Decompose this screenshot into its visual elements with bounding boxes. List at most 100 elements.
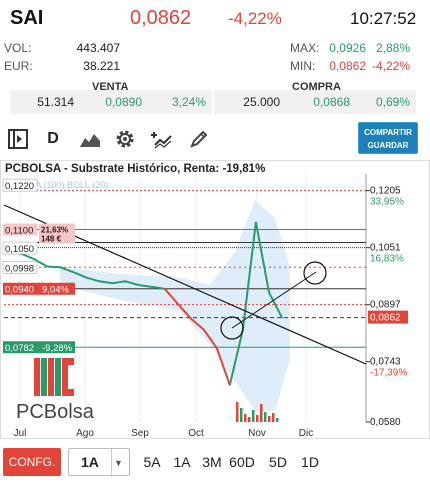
x-tick-label: Oct	[188, 428, 204, 439]
ticker-symbol: SAI	[10, 7, 44, 29]
left-price-label: 0,0782	[5, 343, 34, 354]
volume-bar	[236, 402, 239, 422]
range-button-60d[interactable]: 60D	[228, 448, 256, 476]
series-point	[98, 280, 101, 283]
pcbolsa-logo	[34, 358, 74, 396]
chart-title: PCBOLSA - Substrate Histórico, Renta: -1…	[5, 163, 265, 175]
volume-bar	[252, 410, 255, 422]
range-button-5d[interactable]: 5D	[264, 448, 292, 476]
compra-pct: 0,69%	[375, 95, 410, 109]
series-point	[150, 286, 153, 288]
right-axis-labels: 0,120533,95%0,105116,83%0,0897-0,28%0,08…	[366, 186, 408, 428]
min-value: 0,0862	[329, 59, 366, 73]
svg-text:PCBOLSA - Substrate Histórico,: PCBOLSA - Substrate Histórico, Renta: -1…	[5, 163, 265, 175]
venta-qty: 51.314	[37, 95, 74, 109]
min-pct: -4,22%	[371, 59, 410, 73]
annotation-eur: 148 €	[41, 235, 62, 244]
vol-value: 443.407	[76, 41, 120, 55]
annotation-box	[39, 223, 75, 244]
marker-circle	[303, 261, 327, 285]
gear-icon[interactable]	[112, 128, 138, 150]
series-point	[281, 316, 283, 319]
bottom-bar: CONFG. 1A ▼ 5A 1A 3M 60D 5D 1D	[0, 444, 430, 480]
left-label-box	[2, 261, 38, 274]
volume-bar	[256, 415, 259, 422]
right-price-label: 0,0743	[370, 357, 401, 368]
range-button-3m[interactable]: 3M	[198, 448, 226, 476]
left-price-labels: 0,1220 0,1100 0,1050 0,0998 0,0940 9,04% 0,078…	[2, 178, 75, 354]
right-price-label: 0,0897	[370, 300, 401, 311]
right-price-label: 0,0862	[370, 313, 401, 324]
right-price-label: 0,1051	[370, 243, 401, 254]
indicators-icon[interactable]	[150, 128, 174, 150]
left-price-label: 0,1220	[5, 181, 34, 192]
left-pct-label: -9,28%	[42, 343, 73, 354]
volume-bar	[268, 416, 271, 422]
x-tick-label: Dic	[299, 428, 313, 439]
volume-bar	[276, 418, 279, 422]
marker-circle	[220, 316, 244, 340]
mountain-chart-icon[interactable]	[78, 128, 102, 150]
vol-label: VOL:	[4, 41, 32, 55]
range-dropdown[interactable]: 1A ▼	[68, 448, 130, 477]
compra-box	[214, 90, 416, 114]
right-pct-label: 33,95%	[370, 197, 404, 208]
range-button-1a[interactable]: 1A	[168, 448, 196, 476]
series-point	[176, 302, 179, 305]
venta-box	[10, 90, 212, 114]
chart-legend: SMA (100) BOLL (20)	[22, 180, 108, 190]
x-tick-label: Jul	[14, 428, 27, 439]
volume-bar	[272, 413, 275, 422]
quote-header: SAI 0,0862 -4,22% 10:27:52	[0, 0, 430, 38]
bollinger-area	[60, 199, 290, 411]
series-point	[124, 280, 127, 283]
right-price-label: 0,0580	[370, 417, 401, 428]
left-pct-label: 9,04%	[42, 285, 69, 296]
left-label-box	[3, 223, 37, 236]
series-point	[111, 282, 114, 284]
right-price-label: 0,1205	[370, 186, 401, 197]
x-tick-label: Ago	[76, 428, 94, 439]
panel-toggle-icon[interactable]	[6, 128, 30, 150]
left-price-label: 0,0940	[5, 285, 34, 296]
price-chart[interactable]: PCBolsa PCBOLSA - Substrate Histórico, R…	[0, 160, 430, 440]
series-point	[189, 317, 192, 320]
pencil-icon[interactable]	[188, 128, 210, 150]
range-selected: 1A	[81, 454, 99, 470]
min-label: MIN:	[290, 59, 316, 73]
left-label-box	[3, 341, 75, 354]
watermark: PCBolsa	[16, 401, 95, 423]
interval-selector[interactable]: D	[47, 130, 59, 147]
series-point	[163, 287, 166, 290]
series-point	[59, 266, 61, 269]
volume-bar	[260, 404, 263, 422]
series-point	[229, 384, 231, 386]
compra-qty: 25.000	[243, 95, 280, 109]
series-point	[268, 291, 270, 294]
series-point	[85, 276, 88, 279]
range-button-5a[interactable]: 5A	[138, 448, 166, 476]
quote-time: 10:27:52	[350, 9, 417, 28]
max-value: 0,0926	[329, 41, 366, 55]
left-label-box	[3, 282, 75, 295]
chart-canvas[interactable]: PCBolsa PCBOLSA - Substrate Histórico, R…	[0, 160, 430, 440]
bollinger-band	[60, 199, 290, 411]
share-save-button[interactable]: COMPARTIR GUARDAR	[358, 122, 418, 154]
series-point	[255, 221, 257, 223]
config-button[interactable]: CONFG.	[3, 448, 61, 476]
series-line-down	[163, 288, 231, 386]
eur-label: EUR:	[4, 59, 33, 73]
series-point	[215, 347, 218, 349]
chart-toolbar: D COMPARTIR GUARDAR	[0, 120, 430, 158]
left-price-label: 0,1050	[5, 244, 34, 255]
chevron-down-icon: ▼	[111, 449, 125, 477]
range-button-1d[interactable]: 1D	[296, 448, 324, 476]
eur-value: 38.221	[83, 59, 120, 73]
left-price-label: 0,0998	[5, 263, 34, 274]
annotation-pct: 21,63%	[41, 226, 68, 235]
volume-bar	[244, 414, 247, 422]
volume-bar	[264, 412, 267, 422]
venta-price: 0,0890	[105, 95, 142, 109]
venta-pct: 3,24%	[171, 95, 206, 109]
series-point	[202, 328, 205, 331]
